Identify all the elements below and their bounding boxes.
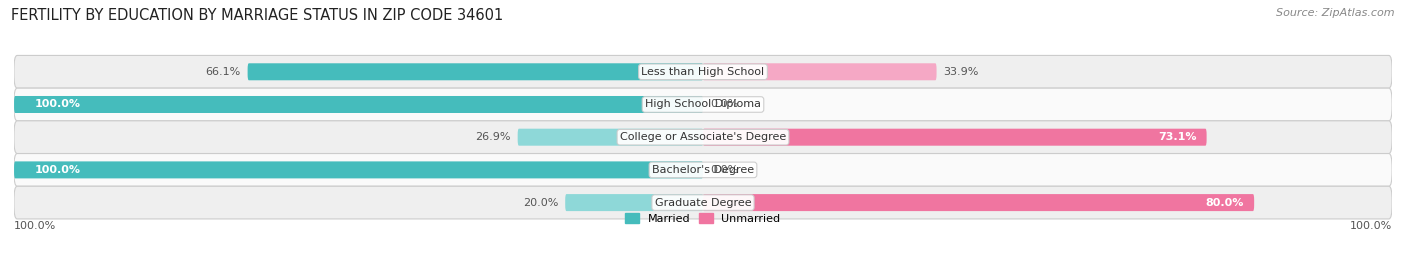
Text: 20.0%: 20.0% <box>523 198 558 208</box>
Text: 33.9%: 33.9% <box>943 67 979 77</box>
Text: 80.0%: 80.0% <box>1205 198 1244 208</box>
FancyBboxPatch shape <box>565 194 703 211</box>
Legend: Married, Unmarried: Married, Unmarried <box>621 209 785 228</box>
FancyBboxPatch shape <box>14 88 1392 121</box>
FancyBboxPatch shape <box>14 154 1392 186</box>
FancyBboxPatch shape <box>517 129 703 146</box>
FancyBboxPatch shape <box>14 55 1392 88</box>
Text: 100.0%: 100.0% <box>35 100 80 109</box>
Text: Less than High School: Less than High School <box>641 67 765 77</box>
Text: 0.0%: 0.0% <box>710 165 738 175</box>
FancyBboxPatch shape <box>703 129 1206 146</box>
Text: FERTILITY BY EDUCATION BY MARRIAGE STATUS IN ZIP CODE 34601: FERTILITY BY EDUCATION BY MARRIAGE STATU… <box>11 8 503 23</box>
FancyBboxPatch shape <box>703 194 1254 211</box>
FancyBboxPatch shape <box>14 96 703 113</box>
Text: 26.9%: 26.9% <box>475 132 510 142</box>
Text: 0.0%: 0.0% <box>710 100 738 109</box>
Text: 100.0%: 100.0% <box>35 165 80 175</box>
FancyBboxPatch shape <box>247 63 703 80</box>
Text: 100.0%: 100.0% <box>1350 221 1392 231</box>
FancyBboxPatch shape <box>14 186 1392 219</box>
Text: Source: ZipAtlas.com: Source: ZipAtlas.com <box>1277 8 1395 18</box>
Text: 66.1%: 66.1% <box>205 67 240 77</box>
Text: High School Diploma: High School Diploma <box>645 100 761 109</box>
FancyBboxPatch shape <box>14 121 1392 154</box>
Text: 73.1%: 73.1% <box>1157 132 1197 142</box>
Text: College or Associate's Degree: College or Associate's Degree <box>620 132 786 142</box>
Text: 100.0%: 100.0% <box>14 221 56 231</box>
Text: Bachelor's Degree: Bachelor's Degree <box>652 165 754 175</box>
FancyBboxPatch shape <box>703 63 936 80</box>
FancyBboxPatch shape <box>14 161 703 178</box>
Text: Graduate Degree: Graduate Degree <box>655 198 751 208</box>
